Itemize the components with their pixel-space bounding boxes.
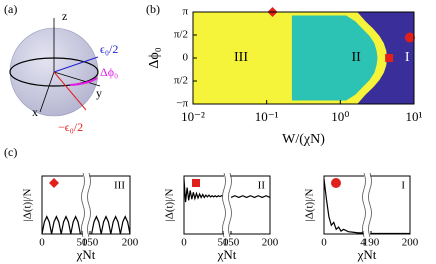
line bbox=[41, 215, 131, 235]
region bbox=[291, 15, 378, 101]
marker bbox=[385, 54, 394, 62]
y-tick-label: π bbox=[182, 6, 188, 18]
annotation: Δϕ₀ bbox=[100, 65, 118, 79]
x-tick-label: 150 bbox=[82, 237, 99, 249]
axis-break bbox=[87, 172, 91, 238]
x-axis-label: W/(χN) bbox=[282, 132, 325, 147]
region-label: I bbox=[405, 50, 410, 65]
x-tick-label: 0 bbox=[39, 237, 45, 249]
x-tick-label: 200 bbox=[262, 237, 279, 249]
x-tick-label: 10⁰ bbox=[331, 109, 349, 124]
region bbox=[357, 12, 414, 104]
y-axis-label: |Δ(t)|/N bbox=[164, 189, 176, 222]
line bbox=[183, 178, 271, 203]
axis-break bbox=[228, 172, 232, 238]
x-tick-label: 50 bbox=[77, 237, 89, 249]
x-axis bbox=[39, 71, 55, 113]
axis-break bbox=[362, 172, 366, 238]
x-tick-label: 190 bbox=[363, 237, 380, 249]
axis-label: y bbox=[96, 86, 102, 100]
annotation: −ϵ₀/2 bbox=[58, 120, 83, 134]
y-tick-label: 0 bbox=[183, 52, 189, 64]
x-tick-label: 50 bbox=[218, 237, 230, 249]
y-axis-label: Δϕ₀ bbox=[147, 47, 162, 68]
region-label: III bbox=[114, 180, 125, 192]
annotation: ϵ₀/2 bbox=[100, 42, 118, 56]
marker bbox=[404, 32, 415, 43]
line bbox=[323, 178, 410, 235]
axis-break bbox=[364, 174, 370, 236]
arrow bbox=[53, 71, 87, 111]
x-tick-label: 10⁻¹ bbox=[255, 109, 279, 124]
axis-break bbox=[83, 174, 89, 236]
x-axis-label: χNt bbox=[217, 247, 237, 262]
x-tick-label: 150 bbox=[223, 237, 240, 249]
y-tick-label: π/2 bbox=[174, 75, 188, 87]
arrow bbox=[53, 56, 99, 73]
y-axis-label: |Δ(t)|/N bbox=[22, 189, 34, 222]
region-label: II bbox=[258, 180, 266, 192]
y-axis bbox=[53, 71, 101, 87]
panel-label: (b) bbox=[146, 2, 160, 16]
axis-label: z bbox=[62, 9, 67, 23]
x-tick-label: 10¹ bbox=[406, 109, 423, 124]
axis-label: x bbox=[32, 105, 38, 119]
region-label: III bbox=[234, 50, 248, 65]
x-axis-label: χNt bbox=[357, 247, 377, 262]
y-axis-label: |Δ(t)|/N bbox=[304, 189, 316, 222]
marker bbox=[192, 179, 200, 187]
x-axis-label: χNt bbox=[76, 247, 96, 262]
x-tick-label: 0 bbox=[321, 237, 327, 249]
axis-break bbox=[81, 172, 85, 238]
panel-label: (c) bbox=[4, 145, 17, 159]
axis-break bbox=[368, 172, 372, 238]
panel-a: (a) z y x ϵ₀/2 Δϕ₀ −ϵ₀/2 bbox=[4, 2, 118, 134]
marker bbox=[49, 178, 59, 188]
arc bbox=[69, 77, 98, 86]
y-tick-label: π/2 bbox=[174, 29, 188, 41]
region-label: I bbox=[401, 180, 405, 192]
marker bbox=[331, 178, 341, 188]
axis-break bbox=[224, 174, 230, 236]
x-tick-label: 4 bbox=[360, 237, 366, 249]
axis-break bbox=[222, 172, 226, 238]
x-tick-label: 10⁻² bbox=[181, 109, 205, 124]
x-tick-label: 200 bbox=[402, 237, 419, 249]
x-tick-label: 0 bbox=[181, 237, 187, 249]
panel-label: (a) bbox=[4, 2, 17, 16]
region-label: II bbox=[351, 50, 361, 65]
x-tick-label: 200 bbox=[122, 237, 139, 249]
y-tick-label: −π bbox=[176, 98, 188, 110]
